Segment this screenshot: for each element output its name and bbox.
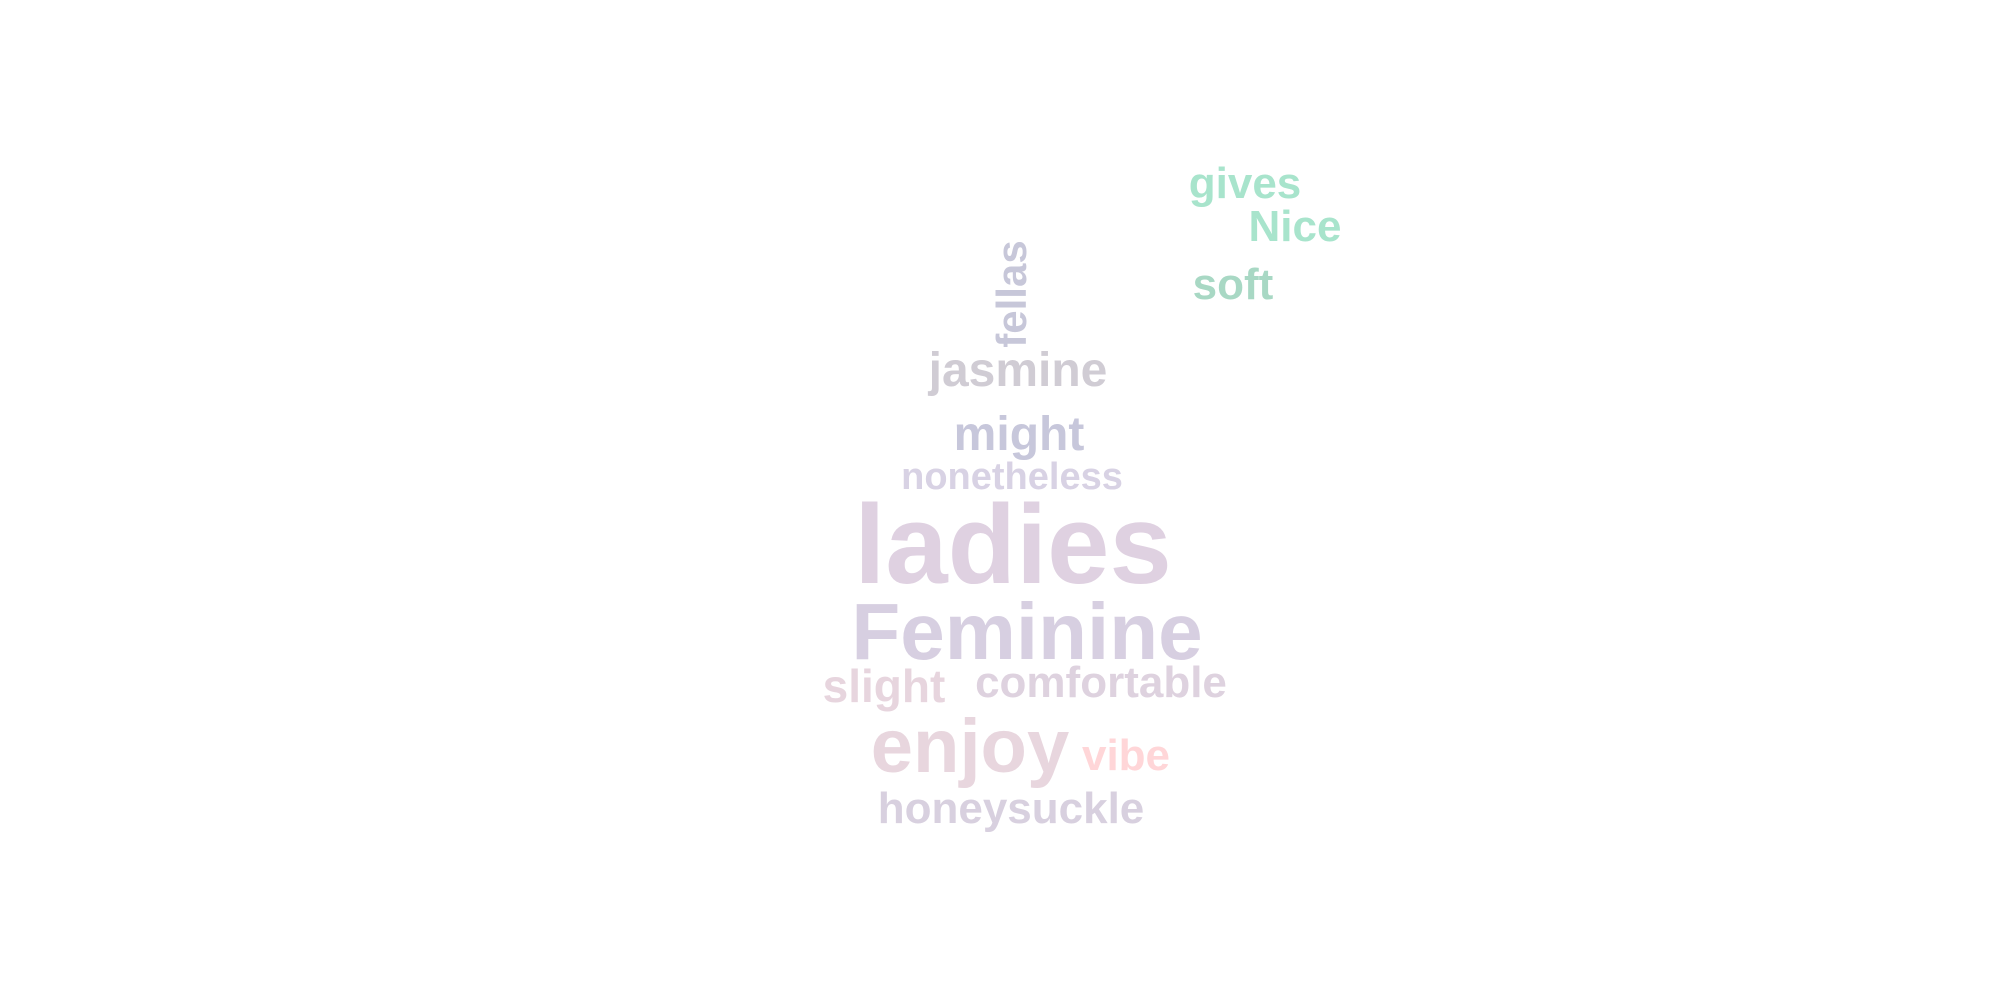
word-feminine: Feminine [851,587,1203,676]
word-comfortable: comfortable [975,658,1227,707]
word-nonetheless: nonetheless [901,456,1123,498]
word-might: might [953,408,1085,461]
word-nice: Nice [1248,202,1342,251]
word-honeysuckle: honeysuckle [877,784,1145,833]
word-soft: soft [1192,260,1274,309]
word-enjoy: enjoy [870,704,1070,789]
word-slight: slight [822,660,946,712]
word-ladies: ladies [854,482,1172,607]
word-gives: gives [1188,159,1302,208]
word-vibe: vibe [1081,731,1171,780]
word-fellas: fellas [988,240,1035,348]
word-jasmine: jasmine [928,344,1108,397]
